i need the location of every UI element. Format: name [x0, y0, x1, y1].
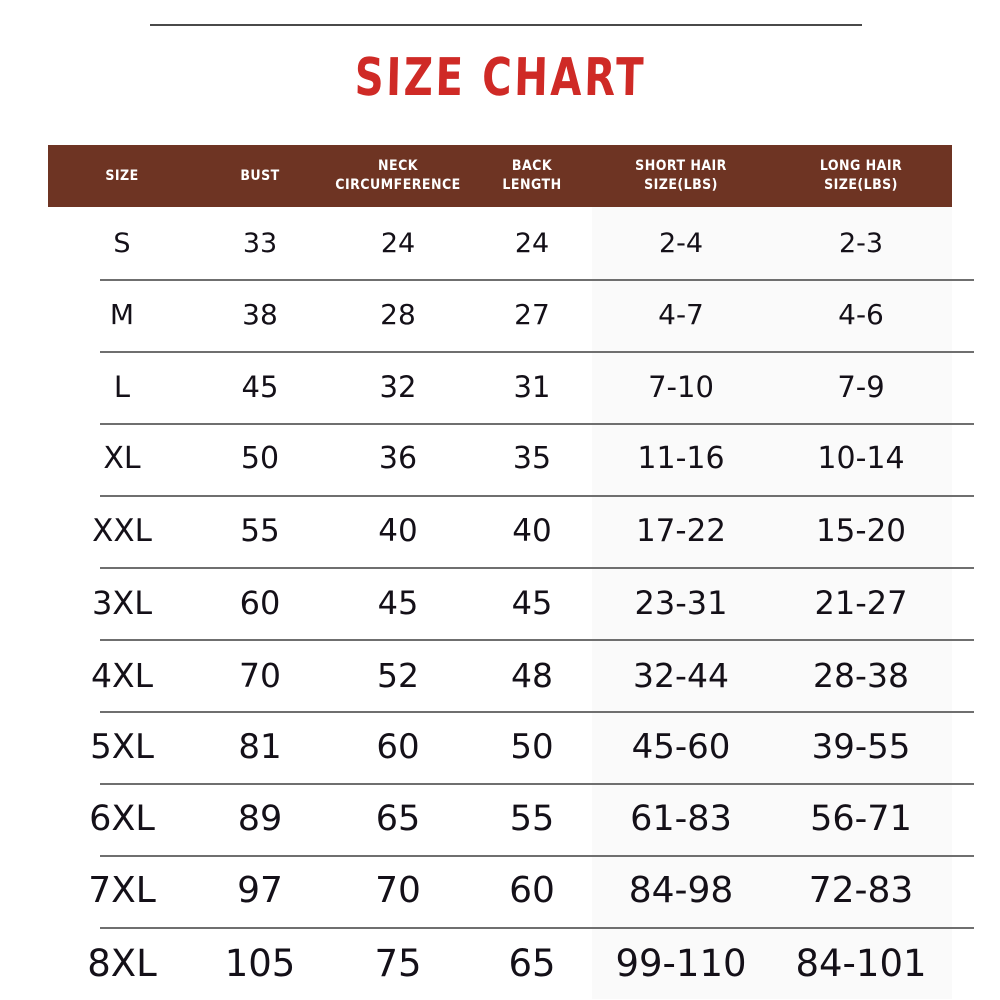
- column-header-neck: NECK CIRCUMFERENCE: [335, 158, 461, 193]
- table-row: 8XL 105 75 65 99-110 84-101: [48, 927, 974, 999]
- table-body: S 33 24 24 2-4 2-3 M 38 28 27 4-7 4-6 L 45 32 31 7-10 7-9…: [48, 207, 974, 999]
- cell-neck: 32: [379, 369, 417, 404]
- cell-bust: 50: [240, 441, 280, 476]
- cell-size: 3XL: [91, 584, 153, 622]
- cell-back: 55: [509, 798, 555, 839]
- cell-size: 4XL: [91, 655, 153, 695]
- cell-short: 99-110: [592, 927, 770, 999]
- cell-back: 35: [512, 441, 552, 476]
- cell-neck: 24: [380, 227, 416, 259]
- cell-short: 2-4: [592, 207, 770, 279]
- cell-long: 21-27: [770, 567, 952, 639]
- cell-long: 84-101: [770, 927, 952, 999]
- table-header-row: SIZE BUST NECK CIRCUMFERENCE BACK LENGTH SHO…: [48, 145, 952, 207]
- cell-back: 45: [511, 584, 553, 622]
- cell-back: 24: [514, 227, 550, 259]
- cell-size: XL: [103, 441, 141, 476]
- cell-short: 45-60: [592, 711, 770, 783]
- cell-size: S: [113, 227, 131, 259]
- column-header-long: LONG HAIR SIZE(LBS): [819, 158, 903, 193]
- column-header-back: BACK LENGTH: [502, 158, 562, 193]
- cell-back: 60: [509, 870, 555, 911]
- cell-long: 72-83: [770, 855, 952, 927]
- table-row: 6XL 89 65 55 61-83 56-71: [48, 783, 974, 855]
- table-row: 7XL 97 70 60 84-98 72-83: [48, 855, 974, 927]
- page-title: SIZE CHART: [353, 48, 647, 108]
- table-row: 3XL 60 45 45 23-31 21-27: [48, 567, 974, 639]
- cell-long: 2-3: [770, 207, 952, 279]
- table-row: 5XL 81 60 50 45-60 39-55: [48, 711, 974, 783]
- cell-short: 32-44: [592, 639, 770, 711]
- column-header-bust: BUST: [240, 167, 280, 184]
- cell-long: 28-38: [770, 639, 952, 711]
- cell-short: 17-22: [592, 495, 770, 567]
- cell-neck: 36: [378, 441, 418, 476]
- top-divider-rule: [150, 24, 862, 26]
- cell-long: 10-14: [770, 423, 952, 495]
- cell-neck: 70: [375, 870, 421, 911]
- cell-back: 50: [510, 727, 554, 767]
- table-row: L 45 32 31 7-10 7-9: [48, 351, 974, 423]
- cell-short: 61-83: [592, 783, 770, 855]
- table-row: XXL 55 40 40 17-22 15-20: [48, 495, 974, 567]
- cell-size: L: [113, 369, 131, 404]
- column-header-short: SHORT HAIR SIZE(LBS): [635, 158, 727, 193]
- cell-bust: 81: [238, 727, 282, 767]
- cell-back: 48: [511, 655, 553, 695]
- column-header-size: SIZE: [105, 167, 139, 184]
- cell-back: 65: [508, 941, 556, 985]
- cell-size: M: [109, 298, 135, 331]
- cell-long: 15-20: [770, 495, 952, 567]
- cell-size: 8XL: [87, 941, 157, 985]
- cell-bust: 38: [242, 298, 278, 331]
- cell-short: 11-16: [592, 423, 770, 495]
- cell-bust: 45: [241, 369, 279, 404]
- table-row: XL 50 36 35 11-16 10-14: [48, 423, 974, 495]
- cell-long: 56-71: [770, 783, 952, 855]
- cell-short: 84-98: [592, 855, 770, 927]
- size-chart-table: SIZE BUST NECK CIRCUMFERENCE BACK LENGTH SHO…: [48, 145, 974, 999]
- cell-bust: 89: [237, 798, 283, 839]
- cell-back: 31: [513, 369, 551, 404]
- cell-size: 6XL: [89, 798, 155, 839]
- cell-size: 5XL: [90, 727, 154, 767]
- cell-bust: 33: [242, 227, 278, 259]
- cell-short: 23-31: [592, 567, 770, 639]
- cell-short: 7-10: [592, 351, 770, 423]
- cell-neck: 52: [377, 655, 419, 695]
- cell-long: 39-55: [770, 711, 952, 783]
- cell-long: 4-6: [770, 279, 952, 351]
- table-row: S 33 24 24 2-4 2-3: [48, 207, 952, 279]
- cell-bust: 60: [239, 584, 281, 622]
- cell-bust: 105: [224, 941, 296, 985]
- cell-size: XXL: [92, 512, 152, 549]
- cell-bust: 55: [240, 512, 280, 549]
- page-title-container: SIZE CHART: [0, 48, 1000, 108]
- cell-short: 4-7: [592, 279, 770, 351]
- cell-bust: 97: [237, 870, 283, 911]
- table-row: M 38 28 27 4-7 4-6: [48, 279, 974, 351]
- cell-neck: 60: [376, 727, 420, 767]
- cell-neck: 75: [374, 941, 422, 985]
- cell-size: 7XL: [88, 870, 156, 911]
- table-row: 4XL 70 52 48 32-44 28-38: [48, 639, 974, 711]
- cell-neck: 28: [380, 298, 416, 331]
- cell-neck: 45: [377, 584, 419, 622]
- cell-neck: 40: [378, 512, 418, 549]
- cell-back: 40: [512, 512, 552, 549]
- cell-neck: 65: [375, 798, 421, 839]
- cell-long: 7-9: [770, 351, 952, 423]
- cell-back: 27: [514, 298, 550, 331]
- cell-bust: 70: [239, 655, 281, 695]
